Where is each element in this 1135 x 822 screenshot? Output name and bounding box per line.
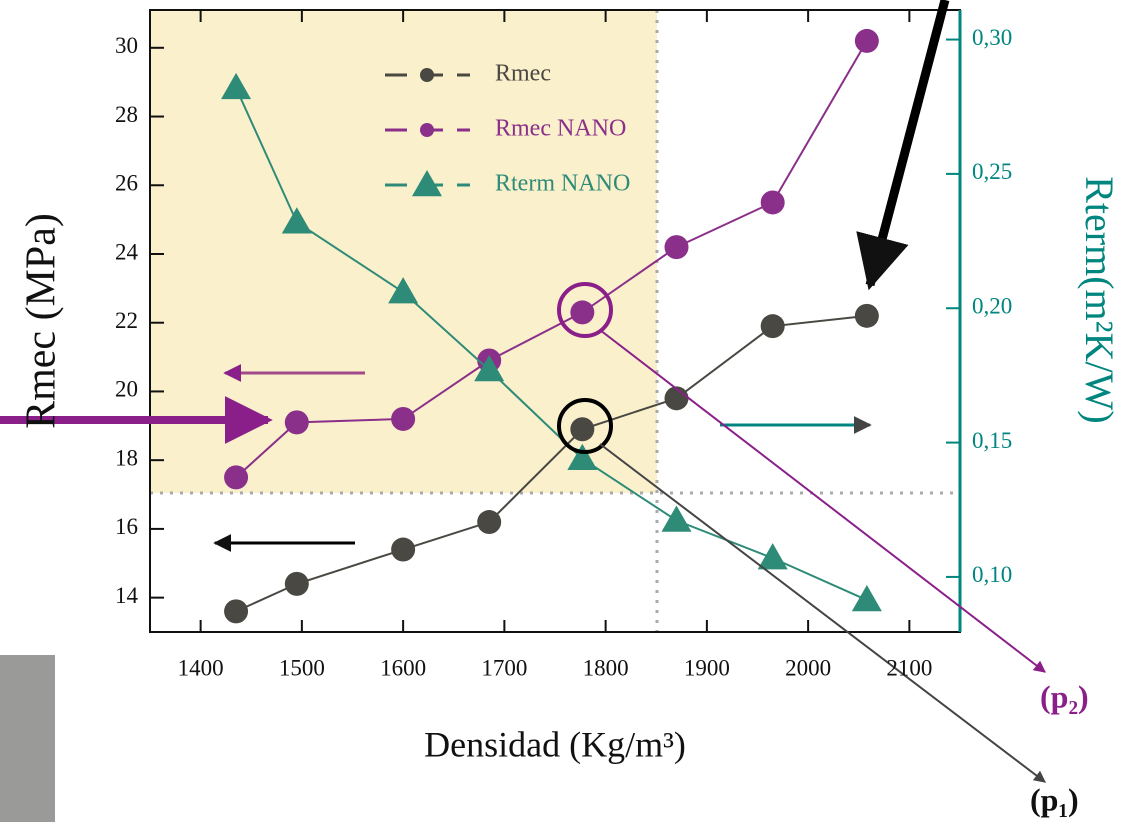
data-point: [760, 314, 785, 339]
data-point: [221, 72, 252, 100]
callout-line: [599, 443, 1046, 783]
data-point: [567, 443, 598, 470]
y-tick-label: 30: [115, 33, 138, 58]
y2-tick-label: 0,15: [972, 428, 1012, 453]
data-point: [224, 599, 249, 624]
x-tick-label: 1500: [279, 655, 325, 680]
data-point: [854, 303, 879, 328]
y-tick-label: 20: [115, 377, 138, 402]
data-point: [664, 235, 689, 260]
series-line: [235, 40, 868, 479]
data-point: [854, 28, 879, 53]
y2-tick-label: 0,25: [972, 159, 1012, 184]
legend-label: Rterm NANO: [495, 171, 630, 197]
y-tick-label: 24: [115, 239, 139, 264]
series-line: [235, 87, 868, 601]
pointer-arrow: [856, 0, 950, 291]
data-point: [757, 543, 788, 570]
data-point: [388, 277, 419, 304]
legend-marker: [420, 68, 434, 82]
data-point: [851, 585, 882, 612]
highlight-circle: [557, 398, 613, 454]
x-tick-label: 1900: [684, 655, 730, 680]
data-point: [391, 406, 416, 431]
y2-tick-label: 0,10: [972, 562, 1012, 587]
legend-marker: [412, 170, 442, 197]
y-tick-label: 26: [115, 171, 138, 196]
data-point: [281, 207, 312, 234]
x-tick-label: 1800: [583, 655, 629, 680]
data-point: [661, 505, 692, 532]
data-point: [284, 571, 309, 596]
data-point: [391, 537, 416, 562]
y-tick-label: 14: [115, 583, 139, 608]
y2-tick-label: 0,30: [972, 25, 1012, 50]
x-tick-label: 1700: [481, 655, 527, 680]
y-tick-label: 22: [115, 308, 138, 333]
data-point: [570, 417, 595, 442]
y2-tick-label: 0,20: [972, 294, 1012, 319]
x-tick-label: 2100: [886, 655, 932, 680]
data-point: [224, 465, 249, 490]
annotation: (p₂): [1040, 678, 1089, 714]
y-tick-label: 18: [115, 445, 138, 470]
legend-marker: [420, 123, 434, 137]
x-tick-label: 2000: [785, 655, 831, 680]
y-tick-label: 16: [115, 514, 138, 539]
data-point: [284, 410, 309, 435]
y2-axis-label: Rterm(m²K/W): [1077, 176, 1122, 423]
y-axis-label: Rmec (MPa): [19, 213, 65, 429]
x-axis-label: Densidad (Kg/m³): [424, 724, 686, 764]
data-point: [570, 300, 595, 325]
photo-fragment: [0, 655, 55, 822]
legend-label: Rmec NANO: [495, 116, 626, 142]
x-tick-label: 1600: [380, 655, 426, 680]
series-line: [235, 314, 867, 613]
highlight-circle: [557, 282, 613, 338]
annotation: (p₁): [1030, 781, 1079, 817]
legend-label: Rmec: [495, 61, 551, 87]
x-tick-label: 1400: [178, 655, 224, 680]
y-tick-label: 28: [115, 102, 138, 127]
data-point: [760, 190, 785, 215]
data-point: [474, 355, 505, 382]
data-point: [477, 510, 502, 535]
callout-line: [599, 329, 1046, 673]
